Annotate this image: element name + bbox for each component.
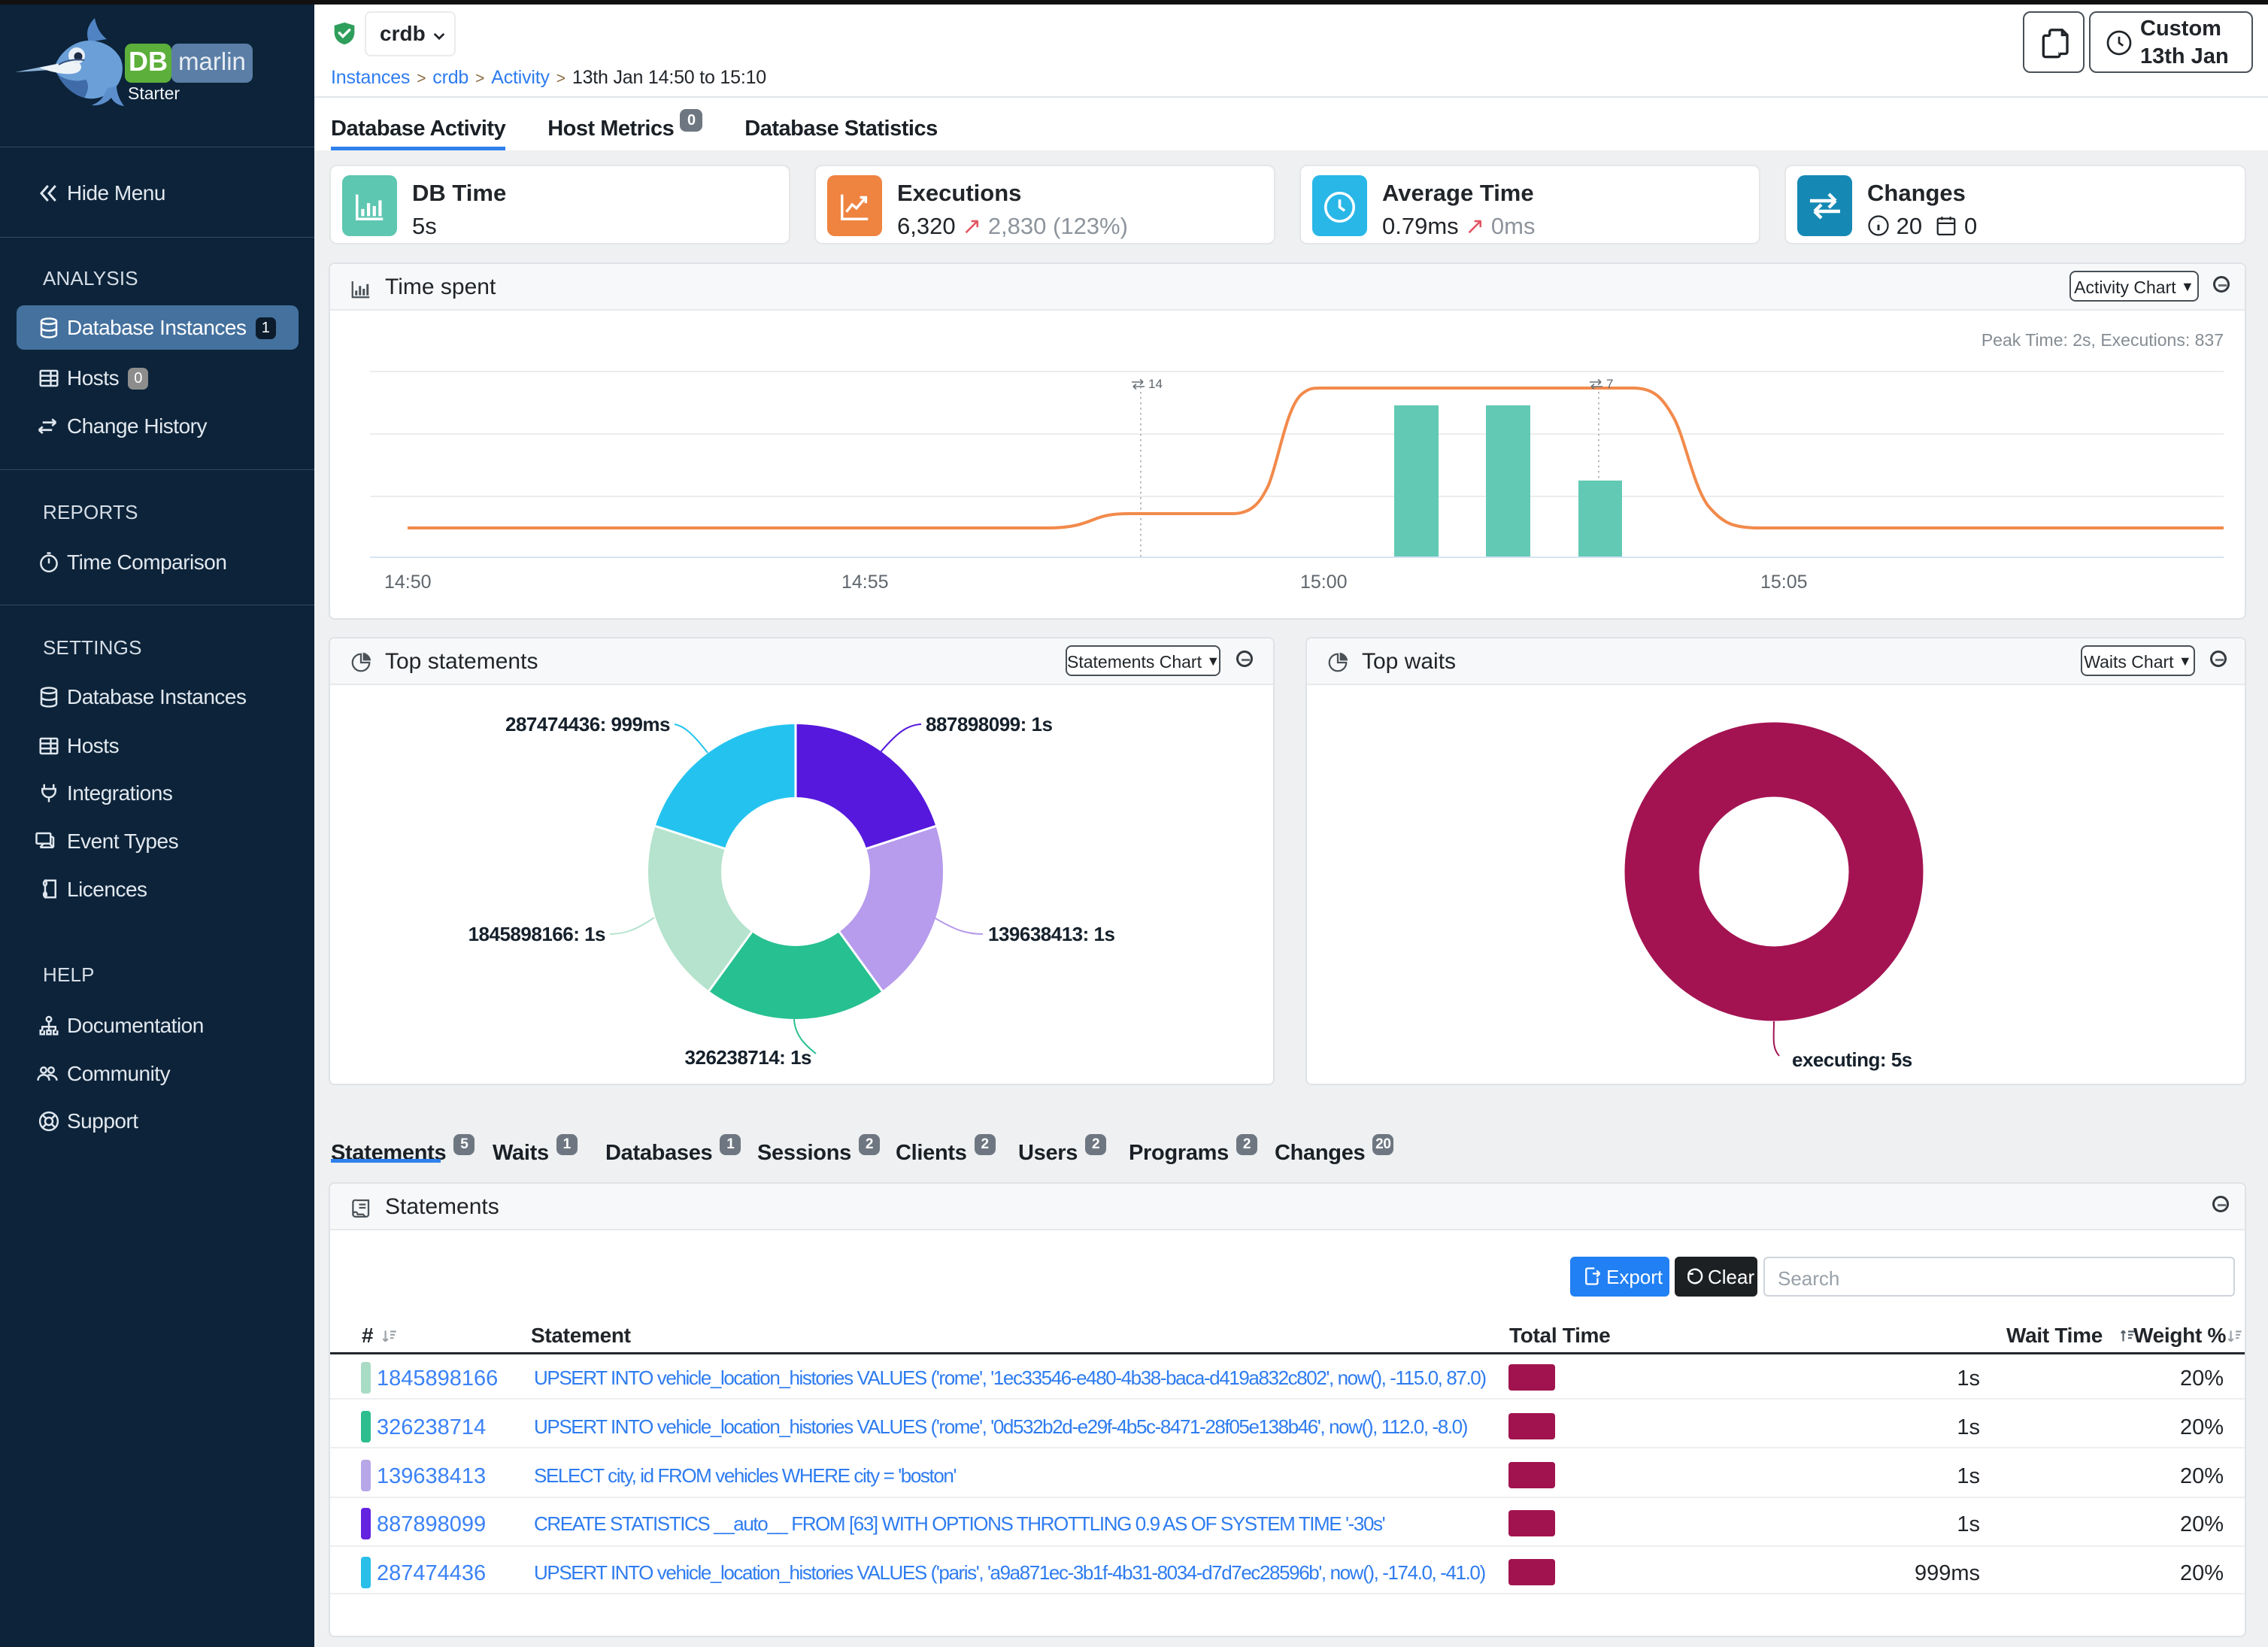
svg-text:1845898166: 1s: 1845898166: 1s	[468, 923, 605, 945]
svg-text:887898099: 1s: 887898099: 1s	[926, 713, 1052, 736]
svg-text:Starter: Starter	[128, 83, 180, 103]
svg-text:139638413: 1s: 139638413: 1s	[988, 923, 1114, 945]
svg-text:7: 7	[1606, 377, 1613, 391]
svg-text:287474436: 999ms: 287474436: 999ms	[505, 713, 670, 736]
svg-text:DB: DB	[129, 46, 168, 77]
svg-text:326238714: 1s: 326238714: 1s	[685, 1046, 811, 1069]
svg-text:14: 14	[1148, 377, 1163, 391]
svg-text:marlin: marlin	[178, 47, 246, 75]
svg-text:executing: 5s: executing: 5s	[1792, 1048, 1912, 1071]
